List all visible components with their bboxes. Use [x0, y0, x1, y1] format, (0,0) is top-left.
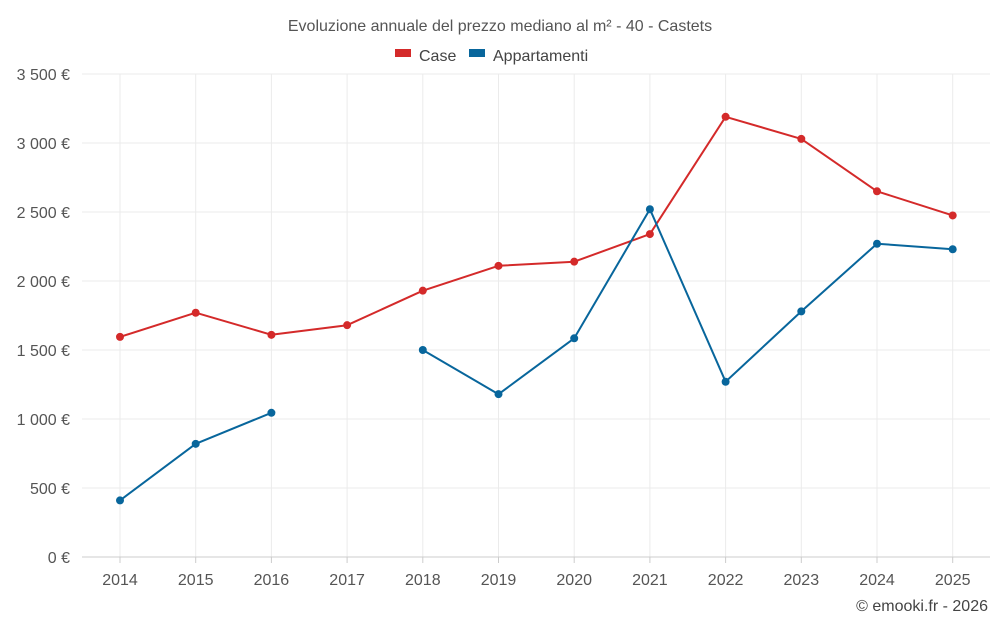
data-point[interactable] [267, 330, 276, 339]
data-point[interactable] [645, 205, 654, 214]
y-tick-label: 1 500 € [17, 343, 70, 360]
data-point[interactable] [494, 390, 503, 399]
data-point[interactable] [191, 439, 200, 448]
x-tick-label: 2020 [556, 572, 592, 589]
x-tick-label: 2021 [632, 572, 668, 589]
legend-swatch-case [395, 49, 411, 57]
data-point[interactable] [948, 211, 957, 220]
y-tick-label: 500 € [30, 481, 70, 498]
legend-label-case: Case [419, 48, 456, 65]
data-point[interactable] [116, 496, 124, 505]
data-point[interactable] [721, 112, 730, 121]
y-tick-label: 1 000 € [17, 412, 70, 429]
data-point[interactable] [873, 239, 881, 248]
data-point[interactable] [418, 286, 427, 295]
series-line [422, 208, 953, 396]
series-appartamenti [116, 205, 957, 505]
legend: Case Appartamenti [395, 48, 588, 65]
data-point[interactable] [494, 261, 503, 270]
x-tick-label: 2015 [178, 572, 214, 589]
series-case [116, 112, 957, 341]
data-point[interactable] [116, 332, 124, 341]
y-tick-label: 0 € [48, 550, 70, 567]
x-tick-label: 2023 [784, 572, 820, 589]
series [116, 112, 957, 505]
y-tick-label: 2 000 € [17, 274, 70, 291]
x-tick-label: 2016 [254, 572, 290, 589]
data-point[interactable] [267, 408, 276, 417]
data-point[interactable] [797, 307, 806, 316]
data-point[interactable] [570, 257, 579, 266]
legend-label-appartamenti: Appartamenti [493, 48, 588, 65]
axes: 0 € 500 € 1 000 € 1 500 € 2 000 € 2 500 € 3 00… [17, 67, 990, 589]
data-point[interactable] [343, 321, 352, 330]
data-point[interactable] [721, 377, 730, 386]
data-point[interactable] [873, 187, 881, 196]
data-point[interactable] [418, 346, 427, 354]
legend-item-appartamenti[interactable]: Appartamenti [469, 48, 588, 65]
data-point[interactable] [645, 230, 654, 239]
credit-text: © emooki.fr - 2026 [856, 598, 988, 615]
data-point[interactable] [948, 245, 957, 254]
legend-swatch-appartamenti [469, 49, 485, 57]
x-tick-label: 2024 [859, 572, 895, 589]
x-tick-label: 2019 [481, 572, 517, 589]
x-tick-label: 2017 [329, 572, 365, 589]
data-point[interactable] [797, 134, 806, 143]
data-point[interactable] [570, 334, 579, 343]
x-tick-label: 2018 [405, 572, 441, 589]
x-tick-label: 2025 [935, 572, 971, 589]
grid [82, 73, 990, 557]
series-line [119, 115, 954, 338]
y-tick-label: 3 000 € [17, 136, 70, 153]
legend-item-case[interactable]: Case [395, 48, 456, 65]
chart-title: Evoluzione annuale del prezzo mediano al… [288, 18, 712, 35]
y-tick-label: 2 500 € [17, 205, 70, 222]
x-tick-label: 2014 [102, 572, 138, 589]
y-tick-label: 3 500 € [17, 67, 70, 84]
data-point[interactable] [191, 308, 200, 317]
x-tick-label: 2022 [708, 572, 744, 589]
